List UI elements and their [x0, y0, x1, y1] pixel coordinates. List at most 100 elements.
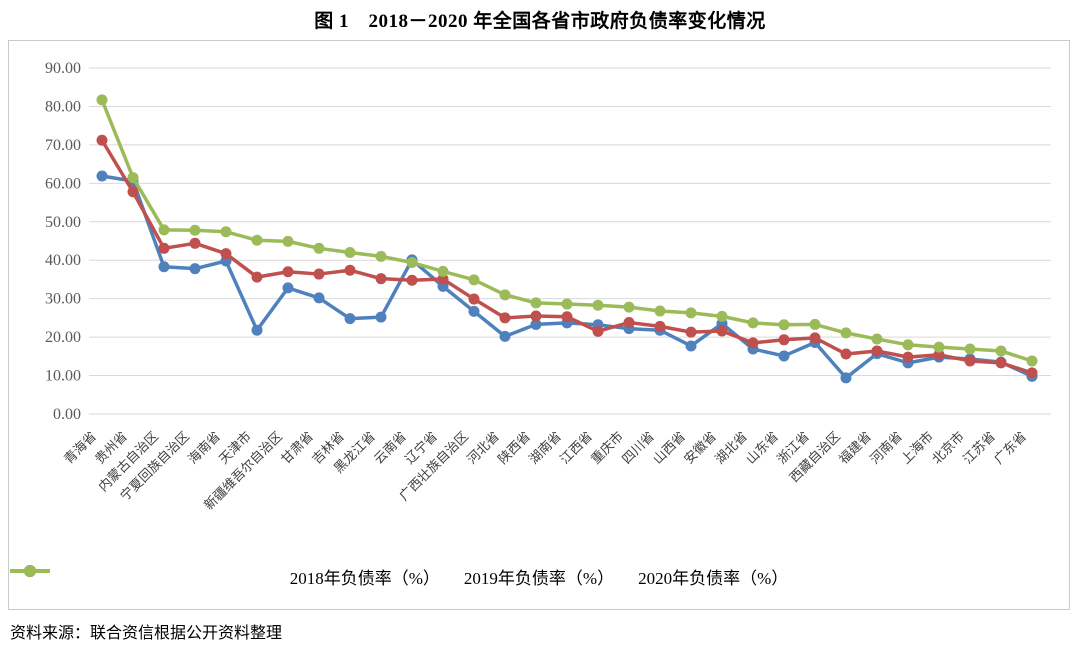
data-point-2018	[468, 305, 480, 317]
data-point-2019	[468, 293, 480, 305]
data-point-2019	[871, 345, 883, 357]
legend-item-2020: 2020年负债率（%）	[10, 564, 789, 589]
y-tick-label: 70.00	[45, 137, 81, 154]
data-point-2020	[499, 289, 511, 301]
data-point-2019	[344, 264, 356, 276]
x-tick-label: 江苏省	[960, 429, 998, 467]
data-point-2020	[220, 226, 232, 238]
y-tick-label: 60.00	[45, 175, 81, 192]
data-point-2020	[747, 317, 759, 329]
y-tick-label: 40.00	[45, 252, 81, 269]
data-point-2019	[623, 317, 635, 329]
data-point-2019	[592, 325, 604, 337]
data-point-2020	[96, 94, 108, 106]
x-tick-label: 山东省	[743, 429, 781, 467]
data-point-2020	[871, 333, 883, 345]
data-point-2018	[530, 318, 542, 330]
x-tick-label: 湖北省	[712, 429, 750, 467]
x-tick-label: 四川省	[619, 429, 657, 467]
data-point-2018	[778, 350, 790, 362]
data-point-2020	[344, 247, 356, 259]
data-point-2019	[189, 237, 201, 249]
data-point-2019	[375, 273, 387, 285]
data-point-2020	[654, 305, 666, 317]
data-point-2018	[189, 263, 201, 275]
data-point-2020	[592, 299, 604, 311]
x-tick-label: 湖南省	[526, 429, 564, 467]
data-point-2018	[344, 313, 356, 325]
data-point-2018	[840, 372, 852, 384]
data-point-2019	[96, 134, 108, 146]
data-point-2019	[933, 349, 945, 361]
data-point-2020	[127, 172, 139, 184]
data-point-2019	[685, 326, 697, 338]
data-point-2019	[251, 271, 263, 283]
data-point-2020	[530, 297, 542, 309]
data-point-2019	[127, 186, 139, 198]
data-point-2020	[189, 224, 201, 236]
legend-label-2019: 2019年负债率（%）	[463, 569, 615, 588]
x-tick-label: 广东省	[991, 429, 1029, 467]
data-point-2020	[282, 235, 294, 247]
figure-title: 图 1 2018－2020 年全国各省市政府负债率变化情况	[314, 11, 766, 32]
x-tick-label: 青海省	[61, 429, 99, 467]
data-point-2020	[902, 339, 914, 351]
data-point-2020	[809, 318, 821, 330]
data-point-2018	[251, 324, 263, 336]
data-point-2018	[685, 340, 697, 352]
series-line-2018	[101, 174, 1033, 380]
y-tick-label: 50.00	[45, 214, 81, 231]
y-tick-label: 10.00	[45, 368, 81, 385]
data-point-2020	[158, 224, 170, 236]
data-point-2019	[902, 351, 914, 363]
legend-marker-2020-icon	[10, 565, 50, 577]
data-point-2018	[282, 282, 294, 294]
data-point-2020	[561, 298, 573, 310]
data-point-2020	[964, 343, 976, 355]
data-point-2020	[995, 345, 1007, 357]
y-tick-label: 90.00	[45, 60, 81, 77]
series-line-2019	[100, 139, 1033, 375]
chart-area: 0.00 10.00 20.00 30.00 40.00 50.00 60.00 70.00 8…	[8, 40, 1070, 610]
data-point-2020	[406, 257, 418, 269]
data-point-2018	[499, 330, 511, 342]
data-point-2020	[251, 234, 263, 246]
x-tick-label: 北京市	[929, 429, 967, 467]
data-point-2019	[809, 332, 821, 344]
legend-label-2020: 2020年负债率（%）	[638, 569, 789, 588]
data-point-2019	[499, 312, 511, 324]
data-point-2019	[654, 320, 666, 332]
data-point-2020	[840, 327, 852, 339]
data-point-2020	[685, 307, 697, 319]
x-tick-label: 江西省	[557, 429, 595, 467]
data-point-2020	[468, 274, 480, 286]
data-point-2018	[375, 311, 387, 323]
data-point-2019	[778, 334, 790, 346]
data-point-2019	[561, 311, 573, 323]
data-point-2020	[716, 310, 728, 322]
x-tick-label: 河北省	[464, 429, 502, 467]
legend-label-2018: 2018年负债率（%）	[289, 569, 440, 588]
y-tick-label: 30.00	[45, 291, 81, 308]
data-point-2020	[437, 265, 449, 277]
data-point-2019	[1026, 367, 1038, 379]
data-point-2020	[313, 242, 325, 254]
data-point-2019	[995, 357, 1007, 369]
legend-item-2019: 2019年负债率（%）	[10, 564, 615, 589]
data-point-2018	[313, 292, 325, 304]
x-tick-label: 山西省	[650, 429, 688, 467]
legend-item-2018: 2018年负债率（%）	[10, 564, 440, 589]
y-tick-label: 0.00	[53, 406, 81, 423]
x-tick-label: 陕西省	[495, 429, 533, 467]
x-tick-label: 上海市	[898, 429, 936, 467]
data-point-2018	[158, 261, 170, 273]
data-point-2019	[716, 325, 728, 337]
x-tick-label: 海南省	[185, 429, 223, 467]
data-point-2020	[778, 319, 790, 331]
data-point-2019	[158, 242, 170, 254]
data-point-2020	[623, 301, 635, 313]
data-point-2020	[375, 250, 387, 262]
chart-legend: 2018年负债率（%） 2019年负债率（%） 2020年负债率（%）	[9, 564, 1069, 589]
data-point-2019	[282, 266, 294, 278]
data-point-2019	[313, 268, 325, 280]
